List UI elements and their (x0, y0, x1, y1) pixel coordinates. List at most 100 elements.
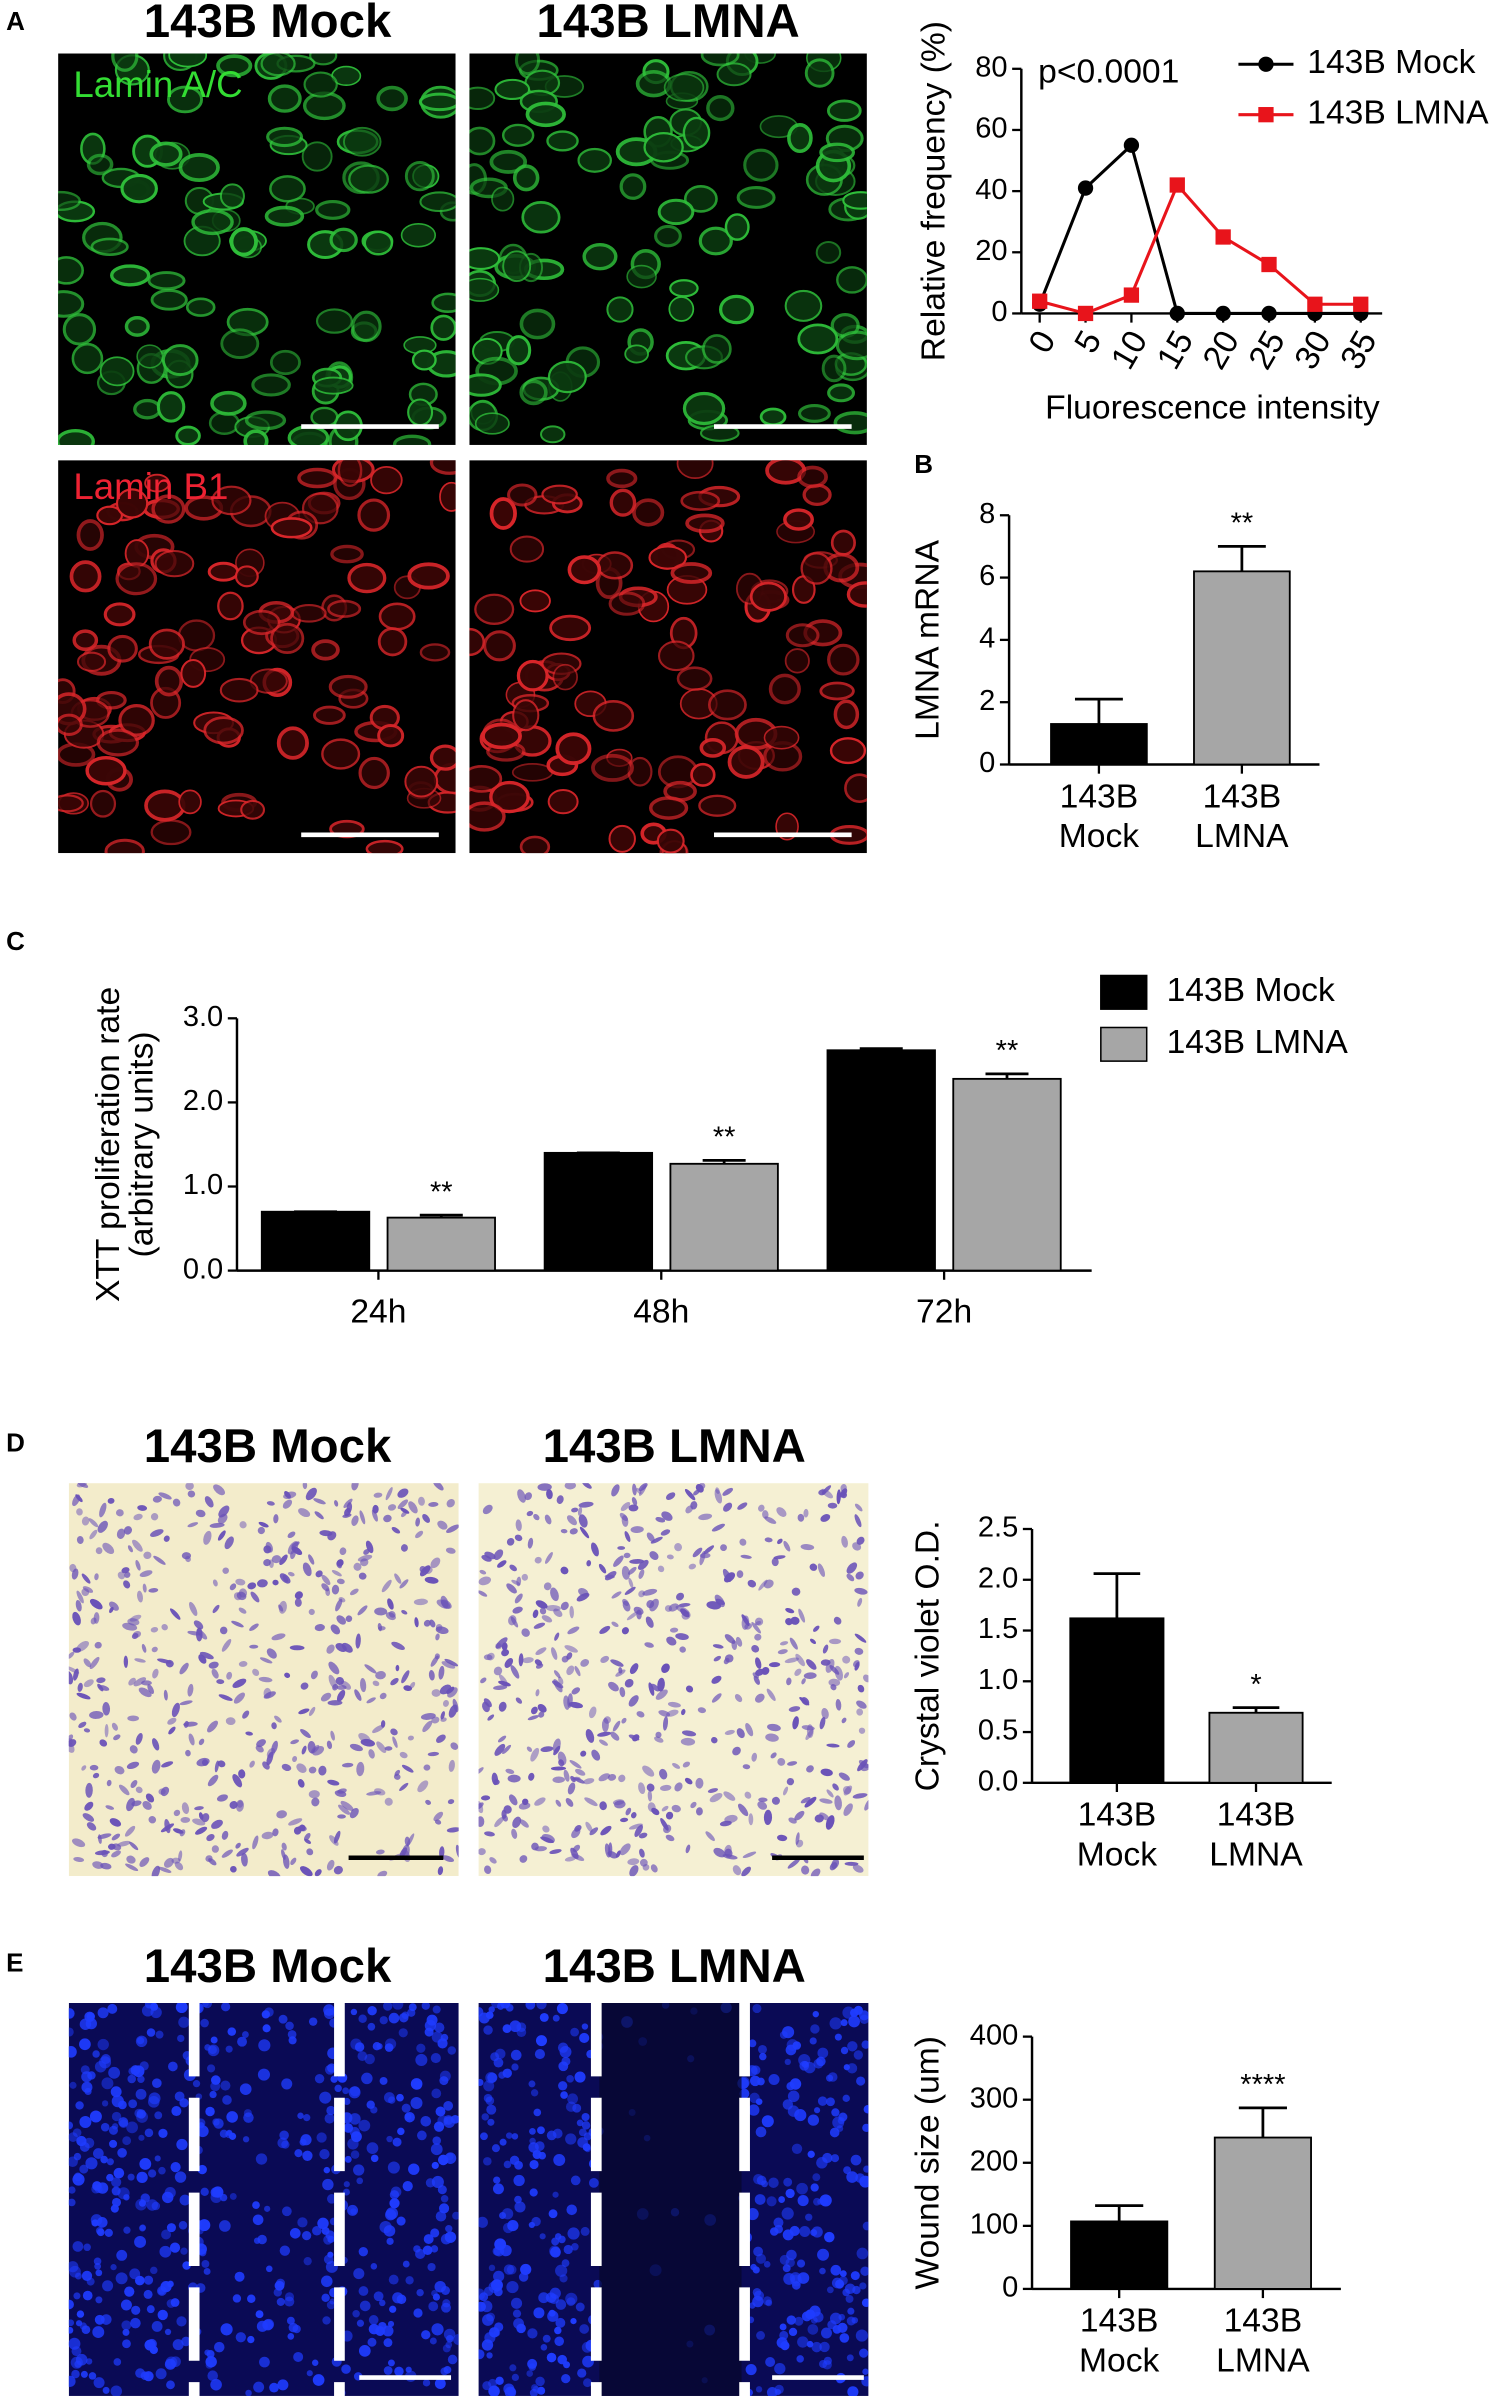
cell (124, 1571, 131, 1578)
nucleus (235, 2332, 246, 2343)
cell (497, 1560, 507, 1568)
cell (135, 1786, 143, 1794)
nucleus (536, 2002, 547, 2010)
nucleus (392, 2292, 404, 2304)
nucleus (430, 2143, 443, 2156)
nucleus (547, 2310, 559, 2322)
cell (161, 1761, 174, 1768)
marker (1307, 296, 1323, 312)
nucleus (786, 2081, 795, 2091)
cell (229, 1583, 237, 1591)
stain-label: Lamin A/C (73, 64, 242, 105)
cell (828, 1638, 842, 1645)
nucleus (181, 2336, 191, 2347)
nucleus (221, 2002, 231, 2012)
nucleus (501, 123, 535, 147)
micrographs (58, 53, 869, 2396)
nucleus (626, 264, 657, 289)
cell (638, 1782, 646, 1795)
nucleus (103, 602, 136, 627)
nucleus (833, 699, 860, 730)
cell (201, 1813, 210, 1823)
cell (94, 1573, 99, 1581)
nucleus (147, 2096, 160, 2108)
nucleus (408, 2003, 417, 2012)
nucleus (348, 2086, 361, 2099)
cell (598, 1739, 608, 1746)
cell (482, 1701, 490, 1713)
cell (819, 1798, 833, 1804)
nucleus (755, 2386, 763, 2393)
cell (219, 1626, 228, 1635)
nucleus (752, 2287, 762, 2297)
cell (578, 1501, 594, 1508)
nucleus (87, 2071, 96, 2080)
cell (649, 1551, 659, 1560)
legend-swatch (1100, 974, 1148, 1010)
cell (75, 1599, 82, 1612)
nucleus (107, 2003, 118, 2014)
nucleus (79, 2038, 91, 2051)
nucleus (68, 2132, 78, 2142)
nucleus (807, 2150, 815, 2158)
cell (734, 1694, 743, 1703)
nucleus (353, 2164, 365, 2176)
nucleus (410, 2078, 423, 2090)
nucleus (73, 2292, 81, 2300)
cell (591, 1749, 601, 1761)
cell (438, 1665, 445, 1680)
nucleus (219, 2220, 231, 2232)
cell (560, 1566, 569, 1575)
cell (737, 1803, 749, 1817)
nucleus (378, 602, 416, 631)
cell (528, 1772, 535, 1781)
cell (854, 1503, 863, 1512)
x-tick-label: 143B Mock (1077, 1795, 1157, 1873)
nucleus (683, 184, 718, 213)
nucleus (787, 2090, 800, 2103)
nucleus (523, 2266, 531, 2273)
cell (798, 1608, 806, 1623)
nucleus (561, 2056, 571, 2066)
nucleus (581, 2023, 589, 2030)
nucleus (68, 2198, 76, 2207)
nucleus (76, 651, 107, 672)
nucleus (104, 2228, 113, 2238)
nucleus (834, 2033, 842, 2041)
bar (543, 1151, 654, 1272)
legend-label: 143B Mock (1307, 44, 1475, 81)
cell (502, 1744, 512, 1755)
nucleus (68, 2375, 76, 2387)
cell (684, 1777, 693, 1785)
nucleus (800, 552, 833, 585)
nucleus (400, 222, 437, 248)
cell (521, 1573, 529, 1581)
cell (711, 1675, 722, 1684)
nucleus (111, 2123, 119, 2130)
nucleus (570, 2027, 579, 2037)
cell (319, 1530, 333, 1537)
nucleus (341, 2364, 351, 2374)
nucleus (58, 713, 83, 736)
nucleus (428, 2301, 439, 2312)
nucleus (745, 2364, 757, 2376)
nucleus (792, 2041, 802, 2050)
nucleus (257, 2068, 270, 2081)
nucleus (178, 152, 220, 183)
nucleus (486, 2104, 497, 2115)
cell (543, 1582, 552, 1591)
error-bar (1232, 1706, 1280, 1713)
legend-swatch (1100, 1026, 1148, 1062)
nucleus (152, 2078, 162, 2089)
nucleus (862, 2368, 869, 2375)
nucleus (581, 2112, 590, 2122)
bar (1213, 2136, 1312, 2290)
cell (740, 1554, 752, 1559)
cell (354, 1689, 362, 1701)
nucleus (481, 2113, 489, 2121)
cell (179, 1829, 186, 1837)
nucleus (827, 383, 856, 403)
nucleus (130, 2065, 141, 2076)
nucleus (501, 2208, 514, 2220)
nucleus (422, 2245, 433, 2256)
